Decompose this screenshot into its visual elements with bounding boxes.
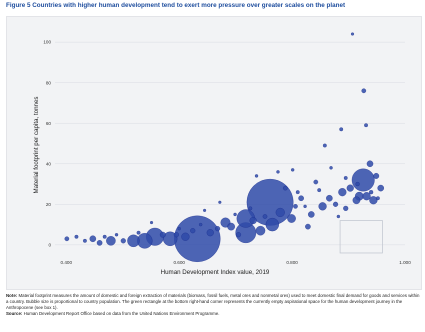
country-bubble [233, 212, 237, 217]
figure-note: Note: Material footprint measures the am… [6, 293, 422, 317]
country-bubble [287, 214, 296, 223]
country-bubble [235, 232, 242, 238]
country-bubble [317, 188, 322, 193]
country-bubble [369, 196, 378, 205]
country-bubble [369, 190, 374, 195]
note-text: Material footprint measures the amount o… [6, 293, 420, 310]
figure-title: Figure 5 Countries with higher human dev… [6, 2, 346, 9]
country-bubble [64, 236, 70, 242]
country-bubble [375, 196, 380, 201]
country-bubble [203, 208, 207, 212]
country-bubble [339, 127, 344, 132]
country-bubble [174, 215, 221, 262]
y-tick-label: 0 [48, 242, 51, 247]
country-bubble [173, 232, 179, 238]
country-bubble [255, 225, 266, 236]
country-bubble [206, 229, 214, 237]
country-bubble [333, 201, 339, 207]
country-bubble [83, 238, 87, 243]
country-bubble [362, 192, 371, 201]
country-bubble [343, 176, 348, 180]
country-bubble [377, 184, 384, 192]
country-bubble [366, 160, 374, 168]
country-bubble [89, 235, 97, 243]
country-bubble [361, 88, 367, 94]
country-bubble [218, 200, 222, 204]
country-bubble [181, 232, 190, 241]
country-bubble [364, 123, 368, 128]
country-bubble [275, 207, 285, 217]
country-bubble [120, 238, 126, 244]
country-bubble [329, 166, 333, 170]
x-axis-label: Human Development Index value, 2019 [161, 269, 270, 276]
bubbles [64, 32, 384, 262]
country-bubble [74, 234, 79, 239]
country-bubble [338, 188, 347, 197]
country-bubble [198, 222, 203, 227]
country-bubble [248, 206, 253, 211]
country-bubble [343, 205, 349, 211]
x-tick-label: 0.600 [173, 260, 185, 265]
country-bubble [283, 185, 288, 191]
country-bubble [215, 226, 221, 232]
y-axis-label: Material footprint per capita, tonnes [33, 97, 40, 194]
country-bubble [106, 236, 116, 246]
country-bubble [102, 234, 107, 239]
country-bubble [373, 173, 380, 179]
country-bubble [276, 170, 280, 174]
country-bubble [313, 179, 319, 185]
country-bubble [265, 217, 279, 232]
x-tick-label: 1.000 [399, 260, 411, 265]
country-bubble [114, 233, 119, 237]
country-bubble [346, 184, 354, 192]
country-bubble [162, 231, 178, 247]
country-bubble [149, 221, 154, 225]
country-bubble [177, 226, 181, 231]
x-tick-label: 0.800 [286, 260, 298, 265]
target-region [339, 220, 383, 254]
country-bubble [136, 230, 141, 235]
country-bubble [308, 211, 315, 218]
source-text: Human Development Report Office based on… [23, 311, 220, 316]
country-bubble [318, 202, 327, 211]
grid-lines [55, 41, 405, 246]
country-bubble [303, 204, 307, 209]
country-bubble [351, 168, 375, 192]
country-bubble [159, 231, 166, 238]
country-bubble [190, 228, 196, 234]
bubble-chart: 0 20 40 60 80 100 0.400 0.600 0.800 1.000 Human D… [33, 32, 411, 276]
country-bubble [254, 174, 259, 178]
country-bubble [293, 204, 298, 209]
country-bubble [305, 223, 311, 230]
country-bubble [336, 214, 341, 219]
aspirational-space-box [339, 220, 383, 254]
source-lead: Source: [6, 311, 23, 316]
country-bubble [298, 195, 304, 202]
country-bubble [290, 168, 295, 172]
y-tick-label: 20 [46, 202, 52, 207]
y-tick-label: 80 [46, 80, 52, 85]
country-bubble [350, 32, 355, 36]
note-lead: Note: [6, 293, 18, 298]
country-bubble [249, 216, 257, 225]
country-bubble [355, 181, 360, 187]
country-bubble [262, 214, 268, 219]
y-tick-label: 40 [46, 161, 52, 166]
x-tick-label: 0.400 [61, 260, 73, 265]
country-bubble [127, 234, 140, 248]
country-bubble [352, 196, 361, 205]
y-tick-label: 60 [46, 121, 52, 126]
country-bubble [295, 190, 300, 195]
tick-labels: 0 20 40 60 80 100 0.400 0.600 0.800 1.000 [43, 40, 411, 265]
country-bubble [227, 222, 235, 231]
country-bubble [322, 143, 327, 148]
country-bubble [96, 240, 103, 246]
country-bubble [326, 194, 333, 202]
y-tick-label: 100 [43, 40, 51, 45]
